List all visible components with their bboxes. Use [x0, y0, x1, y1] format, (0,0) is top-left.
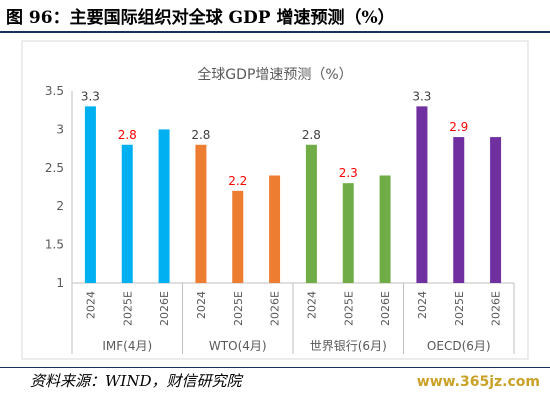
x-tick-label: 2025E: [121, 291, 134, 326]
bar-1-0: [195, 144, 207, 283]
watermark: www.365jz.com: [416, 374, 540, 390]
x-tick-label: 2024: [416, 291, 429, 319]
x-tick-label: 2026E: [158, 291, 171, 326]
bar-0-0: [84, 106, 96, 283]
source-note: 资料来源：WIND，财信研究院: [30, 372, 242, 390]
x-tick-label: 2024: [305, 291, 318, 319]
bar-2-0: [305, 144, 317, 283]
bar-3-0: [416, 106, 428, 283]
x-tick-label: 2025E: [453, 291, 466, 326]
data-label: 2.8: [118, 128, 137, 142]
bar-0-2: [158, 129, 170, 283]
x-tick-label: 2026E: [379, 291, 392, 326]
x-tick-label: 2026E: [490, 291, 503, 326]
data-label: 3.3: [81, 89, 100, 103]
y-tick-label: 1: [56, 276, 64, 290]
bar-2-1: [342, 183, 354, 283]
data-label: 2.8: [302, 128, 321, 142]
x-tick-label: 2026E: [269, 291, 282, 326]
bar-3-1: [453, 137, 465, 283]
group-label: WTO(4月): [209, 339, 267, 353]
bar-1-2: [269, 175, 281, 283]
y-tick-label: 1.5: [45, 238, 64, 252]
y-tick-label: 2.5: [45, 161, 64, 175]
bar-chart: 全球GDP增速预测（%） 1 1.5 2 2.5 3 3.5 3.3 2024 2.8 2025E…: [21, 40, 529, 360]
group-label: OECD(6月): [427, 339, 491, 353]
data-label: 3.3: [412, 89, 431, 103]
data-label: 2.8: [191, 128, 210, 142]
bar-0-1: [121, 144, 133, 283]
source-rule: [0, 367, 550, 368]
y-tick-label: 3.5: [45, 84, 64, 98]
group-label: IMF(4月): [102, 339, 152, 353]
chart-title: 全球GDP增速预测（%）: [197, 66, 352, 83]
data-label: 2.3: [339, 166, 358, 180]
group-label: 世界银行(6月): [310, 339, 387, 353]
x-tick-label: 2024: [195, 291, 208, 319]
bar-3-2: [490, 137, 502, 283]
y-tick-label: 2: [56, 199, 64, 213]
x-tick-label: 2025E: [342, 291, 355, 326]
bar-1-1: [232, 190, 244, 283]
x-tick-label: 2024: [84, 291, 97, 319]
bar-2-2: [379, 175, 391, 283]
figure-title: 图 96：主要国际组织对全球 GDP 增速预测（%）: [6, 8, 395, 28]
data-label: 2.2: [228, 174, 247, 188]
y-tick-label: 3: [56, 122, 64, 136]
plot-area: 1 1.5 2 2.5 3 3.5 3.3 2024 2.8 2025E 2026E IMF(4月) 2…: [45, 84, 515, 354]
title-rule: [0, 31, 550, 33]
x-tick-label: 2025E: [232, 291, 245, 326]
data-label: 2.9: [449, 120, 468, 134]
